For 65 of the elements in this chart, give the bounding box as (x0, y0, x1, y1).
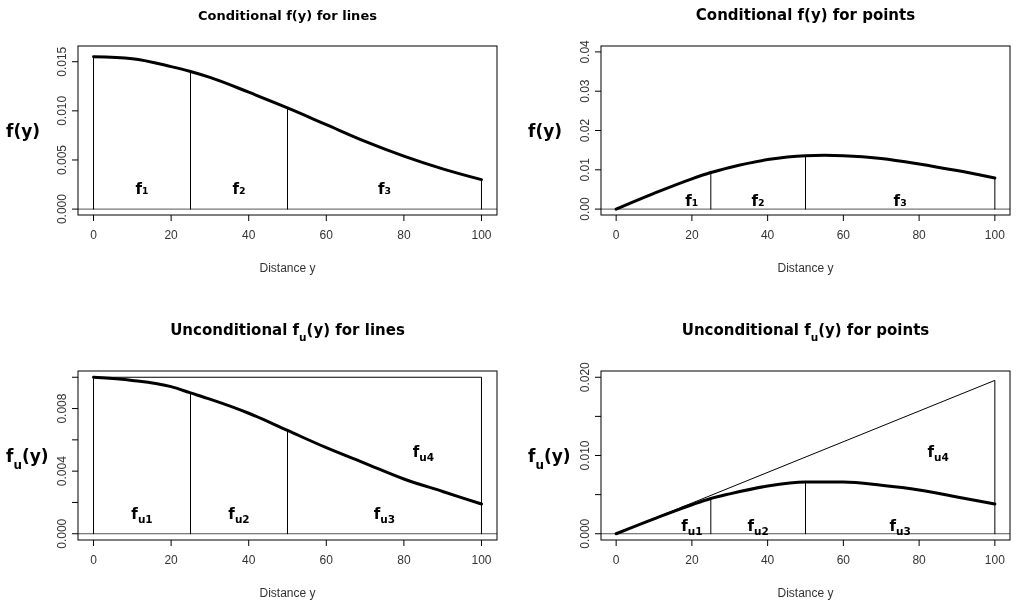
x-tick-label: 20 (685, 553, 699, 567)
x-tick-label: 60 (319, 553, 334, 567)
y-axis-title: f(y) (528, 120, 563, 141)
x-axis-title: Distance y (259, 261, 316, 275)
x-tick-label: 80 (397, 553, 411, 567)
x-tick-label: 20 (164, 228, 179, 242)
annotation: f₂ (232, 179, 246, 198)
y-tick-label: 0.02 (578, 118, 592, 143)
annotation: f₂ (751, 191, 765, 210)
x-tick-label: 20 (164, 553, 179, 567)
x-tick-label: 100 (984, 553, 1006, 567)
annotation: f$_{u3}$ (889, 516, 911, 537)
x-tick-label: 0 (90, 228, 98, 242)
chart-title: Unconditional f$_{u}$(y) for lines (170, 321, 405, 343)
x-tick-label: 40 (760, 228, 775, 242)
x-tick-label: 80 (912, 553, 927, 567)
x-tick-label: 60 (319, 228, 334, 242)
annotation: f$_{u4}$ (412, 442, 434, 464)
x-tick-label: 100 (471, 228, 492, 242)
annotation: f₁ (135, 179, 149, 198)
y-tick-label: 0.000 (578, 518, 592, 549)
y-tick-label: 0.020 (578, 361, 592, 393)
chart-title: Conditional f(y) for points (695, 6, 916, 24)
annotation: f$_{u2}$ (228, 504, 250, 525)
x-tick-label: 20 (685, 228, 699, 242)
x-tick-label: 40 (242, 228, 256, 242)
y-tick-label: 0.000 (55, 518, 69, 549)
y-tick-label: 0.03 (578, 79, 592, 103)
x-tick-label: 0 (612, 228, 620, 242)
chart-title: Unconditional f$_{u}$(y) for points (681, 321, 930, 343)
x-tick-label: 100 (984, 228, 1006, 242)
y-axis-title: f$_{u}$(y) (528, 445, 571, 472)
annotation: f$_{u1}$ (131, 504, 153, 525)
x-axis-title: Distance y (777, 586, 834, 600)
y-tick-label: 0.01 (578, 157, 592, 182)
y-axis-title: f(y) (6, 120, 41, 141)
annotation: f₁ (685, 191, 699, 210)
y-tick-label: 0.004 (55, 455, 69, 487)
x-tick-label: 80 (397, 228, 411, 242)
y-tick-label: 0.000 (55, 193, 69, 225)
x-tick-label: 60 (836, 553, 851, 567)
annotation: f₃ (377, 179, 392, 198)
y-tick-label: 0.010 (578, 440, 592, 471)
annotation: f$_{u1}$ (681, 516, 703, 537)
x-tick-label: 0 (90, 553, 98, 567)
y-axis-title: f$_{u}$(y) (6, 445, 49, 472)
annotation: f$_{u4}$ (927, 442, 949, 464)
y-tick-label: 0.010 (55, 95, 69, 126)
y-tick-label: 0.04 (578, 39, 592, 64)
x-tick-label: 40 (242, 553, 256, 567)
y-tick-label: 0.00 (578, 197, 592, 221)
annotation: f$_{u2}$ (747, 516, 769, 537)
y-tick-label: 0.015 (55, 46, 69, 77)
x-axis-title: Distance y (777, 261, 834, 275)
annotation: f₃ (893, 191, 907, 210)
x-tick-label: 60 (836, 228, 851, 242)
annotation: f$_{u3}$ (373, 504, 396, 525)
x-tick-label: 40 (760, 553, 775, 567)
chart-title: Conditional f(y) for lines (198, 8, 378, 23)
x-axis-title: Distance y (259, 586, 316, 600)
x-tick-label: 80 (912, 228, 927, 242)
x-tick-label: 100 (471, 553, 492, 567)
x-tick-label: 0 (612, 553, 620, 567)
y-tick-label: 0.008 (55, 393, 69, 424)
y-tick-label: 0.005 (55, 144, 69, 175)
